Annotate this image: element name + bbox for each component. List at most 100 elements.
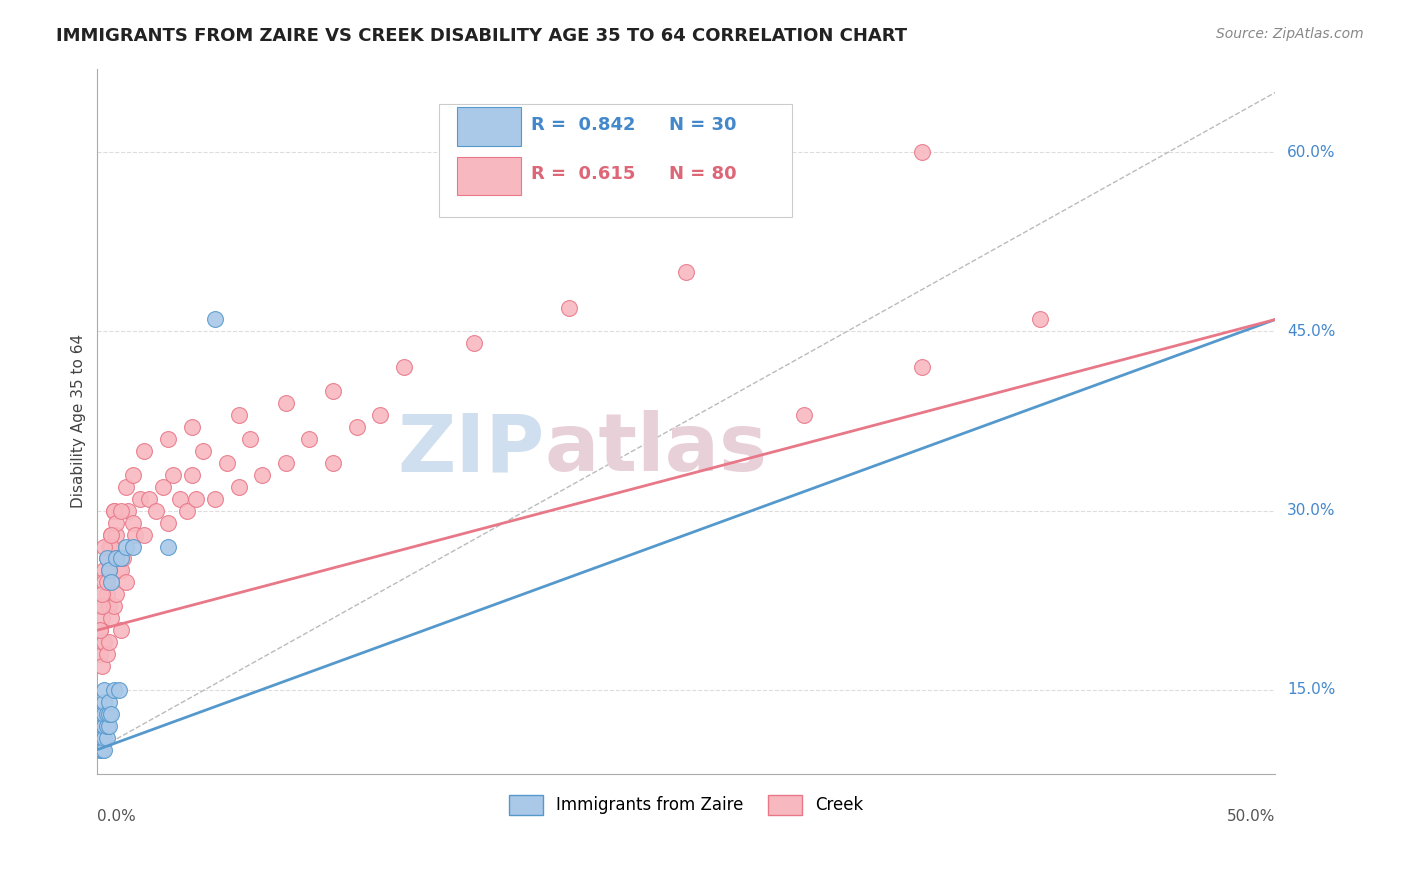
Point bbox=[675, 265, 697, 279]
Point bbox=[204, 491, 226, 506]
Point bbox=[91, 587, 114, 601]
Point bbox=[93, 742, 115, 756]
Point bbox=[228, 408, 250, 422]
Point bbox=[96, 647, 118, 661]
Point bbox=[89, 742, 111, 756]
Text: R =  0.615: R = 0.615 bbox=[531, 165, 636, 183]
Point bbox=[93, 731, 115, 745]
Point bbox=[346, 420, 368, 434]
Point bbox=[145, 503, 167, 517]
Legend: Immigrants from Zaire, Creek: Immigrants from Zaire, Creek bbox=[503, 788, 870, 822]
Point bbox=[100, 540, 122, 554]
Text: Source: ZipAtlas.com: Source: ZipAtlas.com bbox=[1216, 27, 1364, 41]
Point bbox=[93, 635, 115, 649]
Point bbox=[105, 551, 128, 566]
Text: atlas: atlas bbox=[546, 410, 768, 488]
Point bbox=[91, 611, 114, 625]
Point bbox=[124, 527, 146, 541]
Point bbox=[162, 467, 184, 482]
Y-axis label: Disability Age 35 to 64: Disability Age 35 to 64 bbox=[72, 334, 86, 508]
Point bbox=[105, 587, 128, 601]
Point bbox=[107, 682, 129, 697]
Point bbox=[121, 467, 143, 482]
Point bbox=[392, 360, 415, 375]
Point bbox=[91, 659, 114, 673]
Point bbox=[103, 682, 125, 697]
Point bbox=[138, 491, 160, 506]
Point bbox=[169, 491, 191, 506]
Point bbox=[93, 599, 115, 614]
Point bbox=[98, 706, 121, 721]
Point bbox=[557, 301, 579, 315]
Point bbox=[103, 503, 125, 517]
Point bbox=[252, 467, 274, 482]
Point bbox=[1029, 312, 1052, 326]
Point bbox=[89, 623, 111, 637]
Point bbox=[274, 396, 297, 410]
Point bbox=[105, 527, 128, 541]
Point bbox=[193, 444, 215, 458]
Point bbox=[89, 623, 111, 637]
Point bbox=[98, 563, 121, 577]
Point bbox=[91, 635, 114, 649]
Point bbox=[89, 719, 111, 733]
Point bbox=[100, 706, 122, 721]
Point bbox=[89, 599, 111, 614]
Point bbox=[180, 467, 202, 482]
Point bbox=[98, 635, 121, 649]
Point bbox=[157, 516, 180, 530]
Point bbox=[176, 503, 198, 517]
Text: 30.0%: 30.0% bbox=[1286, 503, 1336, 518]
Text: N = 30: N = 30 bbox=[669, 116, 737, 134]
Point bbox=[134, 527, 156, 541]
Point bbox=[98, 695, 121, 709]
Point bbox=[322, 456, 344, 470]
Text: 50.0%: 50.0% bbox=[1227, 809, 1275, 824]
Point bbox=[96, 551, 118, 566]
Point bbox=[91, 599, 114, 614]
Point bbox=[157, 432, 180, 446]
Point bbox=[110, 551, 132, 566]
Point bbox=[98, 599, 121, 614]
Point bbox=[103, 599, 125, 614]
Point bbox=[204, 312, 226, 326]
Point bbox=[107, 563, 129, 577]
Point bbox=[239, 432, 262, 446]
Point bbox=[103, 503, 125, 517]
Point bbox=[793, 408, 815, 422]
Point bbox=[114, 480, 136, 494]
Point bbox=[114, 540, 136, 554]
Point bbox=[121, 516, 143, 530]
Text: IMMIGRANTS FROM ZAIRE VS CREEK DISABILITY AGE 35 TO 64 CORRELATION CHART: IMMIGRANTS FROM ZAIRE VS CREEK DISABILIT… bbox=[56, 27, 907, 45]
Point bbox=[96, 575, 118, 590]
Point bbox=[117, 503, 139, 517]
Point bbox=[96, 719, 118, 733]
Point bbox=[96, 587, 118, 601]
Point bbox=[100, 575, 122, 590]
FancyBboxPatch shape bbox=[457, 107, 522, 146]
Point bbox=[93, 706, 115, 721]
Text: R =  0.842: R = 0.842 bbox=[531, 116, 636, 134]
FancyBboxPatch shape bbox=[439, 103, 793, 217]
Point bbox=[152, 480, 174, 494]
Point bbox=[93, 575, 115, 590]
Point bbox=[157, 540, 180, 554]
Point bbox=[93, 682, 115, 697]
Text: ZIP: ZIP bbox=[398, 410, 546, 488]
Point bbox=[98, 719, 121, 733]
Point bbox=[186, 491, 208, 506]
Point bbox=[110, 503, 132, 517]
Point bbox=[128, 491, 150, 506]
Point bbox=[105, 551, 128, 566]
Point bbox=[463, 336, 485, 351]
Point bbox=[91, 742, 114, 756]
Point bbox=[93, 719, 115, 733]
Point bbox=[110, 623, 132, 637]
Point bbox=[91, 706, 114, 721]
Point bbox=[134, 444, 156, 458]
Point bbox=[274, 456, 297, 470]
Point bbox=[96, 551, 118, 566]
Point bbox=[93, 540, 115, 554]
Text: N = 80: N = 80 bbox=[669, 165, 737, 183]
Point bbox=[911, 145, 934, 160]
